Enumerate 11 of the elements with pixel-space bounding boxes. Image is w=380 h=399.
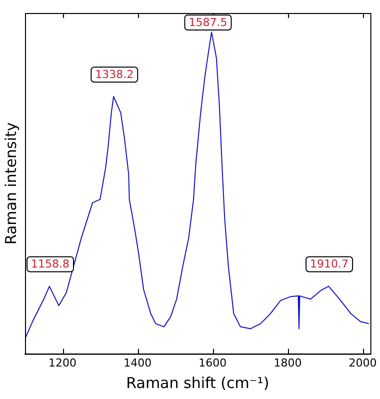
x-tick-label: 1800 — [274, 356, 302, 370]
x-axis-title: Raman shift (cm⁻¹) — [126, 374, 270, 392]
x-tick-label: 2000 — [348, 356, 377, 370]
x-tick-label: 1600 — [198, 356, 227, 370]
annotation: 1158.8 — [30, 258, 70, 271]
annotation: 1910.7 — [310, 258, 349, 271]
x-tick-label: 1400 — [124, 356, 152, 370]
y-axis-title: Raman intensity — [2, 122, 20, 245]
x-tick-label: 1200 — [48, 356, 77, 370]
annotation: 1587.5 — [188, 16, 228, 29]
annotation: 1338.2 — [95, 68, 134, 81]
